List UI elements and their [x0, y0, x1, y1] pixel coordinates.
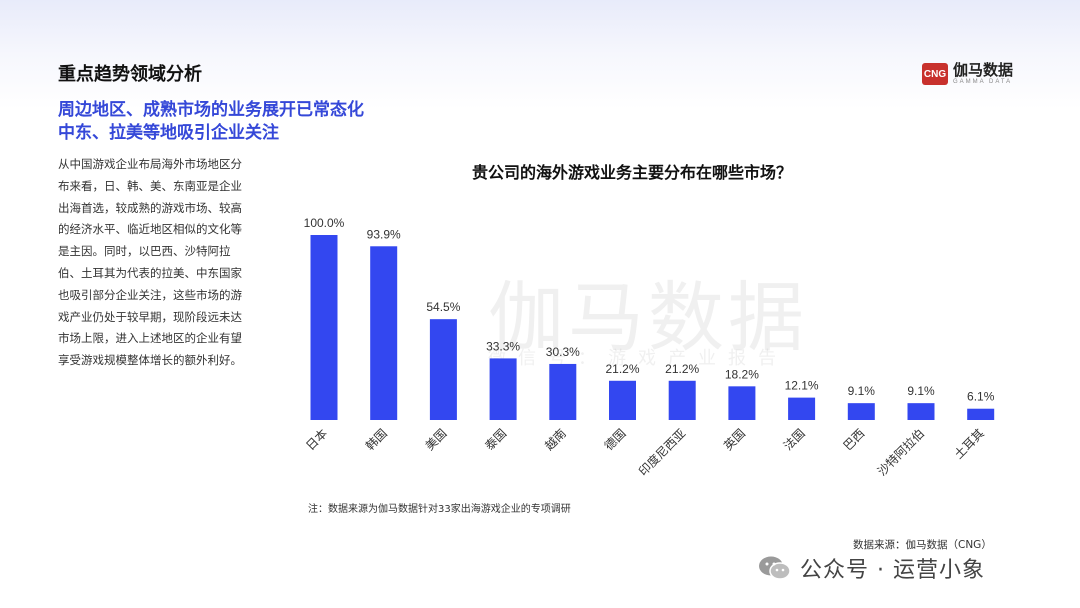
category-label: 美国: [423, 426, 450, 453]
data-source: 数据来源：伽马数据（CNG）: [853, 539, 992, 551]
data-label: 100.0%: [304, 216, 345, 230]
chart-title: 贵公司的海外游戏业务主要分布在哪些市场？: [472, 163, 793, 182]
bar-美国: [429, 319, 457, 420]
bar-英国: [728, 386, 756, 420]
data-label: 9.1%: [907, 384, 935, 398]
data-label: 93.9%: [367, 227, 401, 241]
category-label: 沙特阿拉伯: [874, 426, 927, 479]
data-label: 12.1%: [785, 379, 819, 393]
data-label: 54.5%: [426, 300, 460, 314]
category-label: 泰国: [482, 426, 509, 453]
bar-沙特阿拉伯: [907, 403, 935, 420]
bar-德国: [609, 380, 636, 420]
slide-title: 重点趋势领域分析: [58, 64, 202, 85]
bar-巴西: [847, 403, 875, 420]
category-label: 英国: [721, 426, 748, 453]
subhead-line-2: 中东、拉美等地吸引企业关注: [58, 123, 279, 143]
category-label: 韩国: [362, 426, 390, 454]
bar-法国: [788, 397, 816, 420]
category-label: 印度尼西亚: [635, 426, 688, 479]
watermark-subtext: 微信号：游戏产业报告: [488, 348, 788, 369]
section-subheading: 周边地区、成熟市场的业务展开已常态化 中东、拉美等地吸引企业关注: [58, 99, 364, 145]
watermark-text: 伽马数据: [488, 273, 808, 362]
bar-越南: [549, 363, 577, 420]
data-label: 9.1%: [848, 384, 876, 398]
data-label: 21.2%: [605, 362, 639, 376]
wechat-icon: [758, 555, 792, 581]
logo-name: 伽马数据: [953, 61, 1014, 79]
chart-note: 注：数据来源为伽马数据针对33家出海游戏企业的专项调研: [308, 504, 571, 515]
category-label: 德国: [601, 426, 629, 454]
logo-mark: CNG: [922, 63, 948, 85]
bar-日本: [310, 235, 338, 420]
data-label: 30.3%: [546, 345, 580, 359]
wechat-account: 公众号 · 运营小象: [758, 552, 985, 584]
category-label: 巴西: [841, 426, 868, 453]
category-label: 土耳其: [951, 426, 986, 461]
data-label: 21.2%: [665, 362, 699, 376]
bar-印度尼西亚: [668, 380, 696, 420]
logo-english: GAMMA DATA: [953, 79, 1013, 85]
category-label: 越南: [541, 426, 569, 454]
analysis-paragraph: 从中国游戏企业布局海外市场地区分布来看，日、韩、美、东南亚是企业出海首选，较成熟…: [58, 157, 242, 368]
bar-泰国: [489, 358, 517, 420]
data-label: 33.3%: [486, 339, 520, 353]
wechat-account-name: 公众号 · 运营小象: [800, 558, 985, 583]
category-label: 法国: [781, 426, 808, 453]
bar-土耳其: [967, 408, 995, 420]
category-label: 日本: [303, 426, 330, 453]
data-label: 6.1%: [967, 390, 995, 404]
subhead-line-1: 周边地区、成熟市场的业务展开已常态化: [58, 100, 364, 120]
brand-logo: CNG 伽马数据 GAMMA DATA: [922, 62, 1013, 86]
bar-韩国: [370, 246, 398, 420]
data-label: 18.2%: [725, 367, 759, 381]
